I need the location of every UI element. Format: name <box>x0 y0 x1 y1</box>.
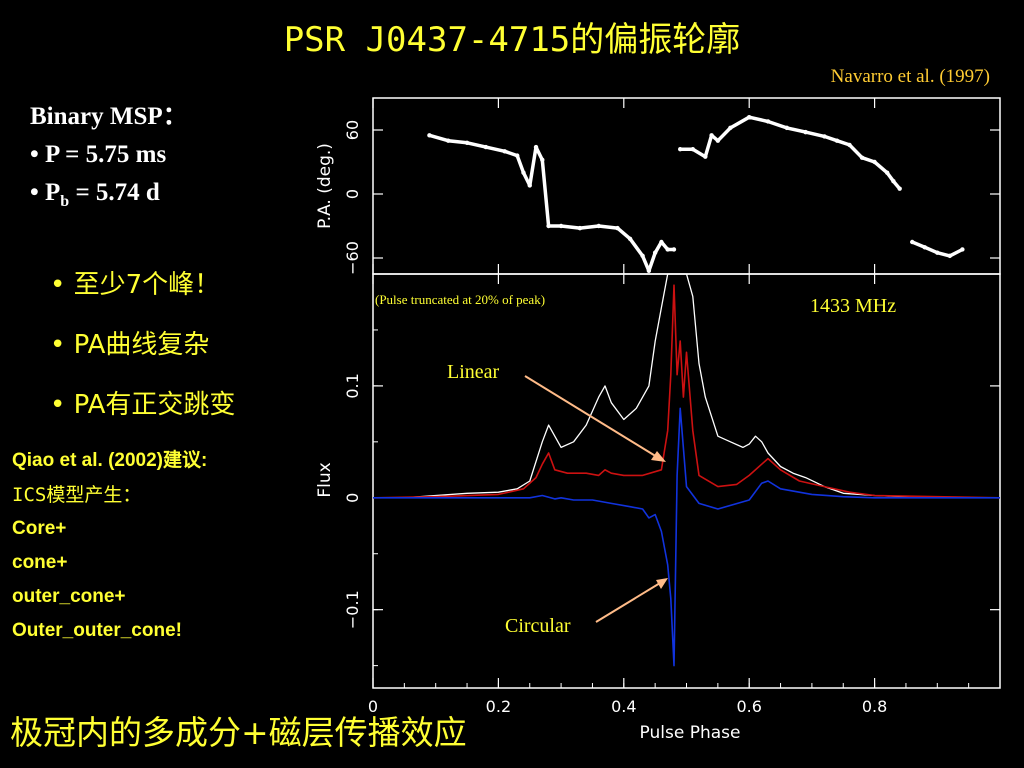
flux-axis: −0.1 0 0.1 0 0.2 0.4 0.6 0.8 <box>343 273 1000 716</box>
flux-xtick-label: 0.4 <box>611 697 636 716</box>
pa-axis-label: P.A. (deg.) <box>315 143 335 229</box>
circular-label: Circular <box>505 615 571 637</box>
pa-point <box>897 186 902 191</box>
pa-point <box>834 138 840 143</box>
pa-point <box>615 225 620 231</box>
pa-track <box>680 115 902 190</box>
pa-point <box>703 154 708 159</box>
pa-point <box>859 155 865 160</box>
pa-axis: −60 0 60 <box>343 98 1000 275</box>
pa-point <box>640 253 645 259</box>
pa-point <box>502 149 507 154</box>
pa-point <box>427 133 432 138</box>
pa-point <box>960 247 965 252</box>
binary-info: Binary MSP： • P = 5.75 ms • Pb = 5.74 d <box>30 98 188 221</box>
pa-point <box>947 253 953 259</box>
pa-point <box>521 170 526 175</box>
x-axis-label: Pulse Phase <box>640 723 741 743</box>
pa-point <box>803 129 808 135</box>
qiao-line: outer_cone+ <box>12 586 126 607</box>
slide-title: PSR J0437-4715的偏振轮廓 <box>283 20 741 60</box>
pa-point <box>884 170 890 175</box>
circular-polarization-line <box>373 407 1000 667</box>
qiao-line: Qiao et al. (2002)建议: <box>12 450 208 471</box>
pa-point <box>659 239 664 245</box>
pa-point <box>872 159 877 165</box>
pa-point <box>446 138 451 143</box>
pa-point <box>678 147 683 152</box>
pa-track <box>428 133 674 273</box>
flux-xtick-label: 0 <box>368 697 378 716</box>
pa-point <box>527 183 532 188</box>
pa-point <box>464 140 470 145</box>
pa-point <box>822 134 827 139</box>
flux-xtick-label: 0.8 <box>862 697 887 716</box>
pa-point <box>935 250 940 255</box>
pa-point <box>652 250 658 255</box>
pa-point <box>784 125 790 131</box>
truncation-note: (Pulse truncated at 20% of peak) <box>375 292 545 307</box>
qiao-line: Outer_outer_cone! <box>12 620 182 641</box>
flux-ytick-label: −0.1 <box>343 590 362 629</box>
pa-ytick-label: −60 <box>343 241 362 275</box>
bullet-list: 至少7个峰！ PA曲线复杂 PA有正交跳变 <box>50 255 236 435</box>
pa-point <box>709 133 714 138</box>
period-line: • P = 5.75 ms <box>30 141 167 168</box>
pb-suffix: = 5.74 d <box>69 179 160 206</box>
orbital-period-line: • Pb = 5.74 d <box>30 174 188 221</box>
flux-ytick-label: 0.1 <box>343 373 362 398</box>
pa-point <box>910 239 915 245</box>
qiao-line: cone+ <box>12 552 68 573</box>
qiao-suggestion: Qiao et al. (2002)建议: ICS模型产生： Core+ con… <box>12 444 207 648</box>
pa-point <box>847 142 852 148</box>
pa-point <box>533 144 539 150</box>
pa-point <box>765 119 771 124</box>
frequency-label: 1433 MHz <box>810 295 896 317</box>
pa-ytick-label: 0 <box>343 189 362 199</box>
flux-xtick-label: 0.2 <box>486 697 511 716</box>
total-intensity-line <box>373 273 1000 499</box>
pa-series <box>427 115 965 273</box>
bottom-caption: 极冠内的多成分+磁层传播效应 <box>10 713 467 752</box>
pa-point <box>627 236 633 241</box>
pa-panel-frame <box>372 97 1001 275</box>
reference-citation: Navarro et al. (1997) <box>830 66 990 87</box>
flux-ytick-label: 0 <box>343 493 362 503</box>
pb-prefix: • P <box>30 179 61 206</box>
linear-polarization-line <box>372 284 1001 499</box>
pa-point <box>540 157 545 163</box>
pa-point <box>891 179 896 184</box>
pa-point <box>747 115 752 120</box>
bullet-item: PA曲线复杂 <box>50 315 235 375</box>
binary-heading: Binary MSP： <box>30 103 188 130</box>
pa-point <box>546 223 551 229</box>
pa-point <box>715 138 721 143</box>
pa-point <box>922 245 927 250</box>
pb-subscript: b <box>60 193 70 210</box>
flux-axis-label: Flux <box>315 462 335 497</box>
linear-arrow <box>524 375 666 462</box>
bullet-item: 至少7个峰！ <box>50 255 235 315</box>
pa-point <box>577 225 583 231</box>
flux-xtick-label: 0.6 <box>736 697 761 716</box>
qiao-line: ICS模型产生： <box>12 484 142 506</box>
pa-point <box>690 147 695 152</box>
pa-point <box>558 223 564 229</box>
pa-ytick-label: 60 <box>343 120 362 140</box>
pa-point <box>515 153 520 158</box>
pa-point <box>596 223 601 229</box>
pa-point <box>671 247 677 252</box>
pa-point <box>728 125 733 131</box>
pa-point <box>483 144 489 150</box>
linear-label: Linear <box>447 361 500 383</box>
flux-series <box>372 273 1001 667</box>
qiao-line: Core+ <box>12 518 67 539</box>
pa-point <box>665 247 670 252</box>
circular-arrow <box>595 578 668 623</box>
bullet-item: PA有正交跳变 <box>50 375 236 435</box>
pa-point <box>646 268 652 273</box>
